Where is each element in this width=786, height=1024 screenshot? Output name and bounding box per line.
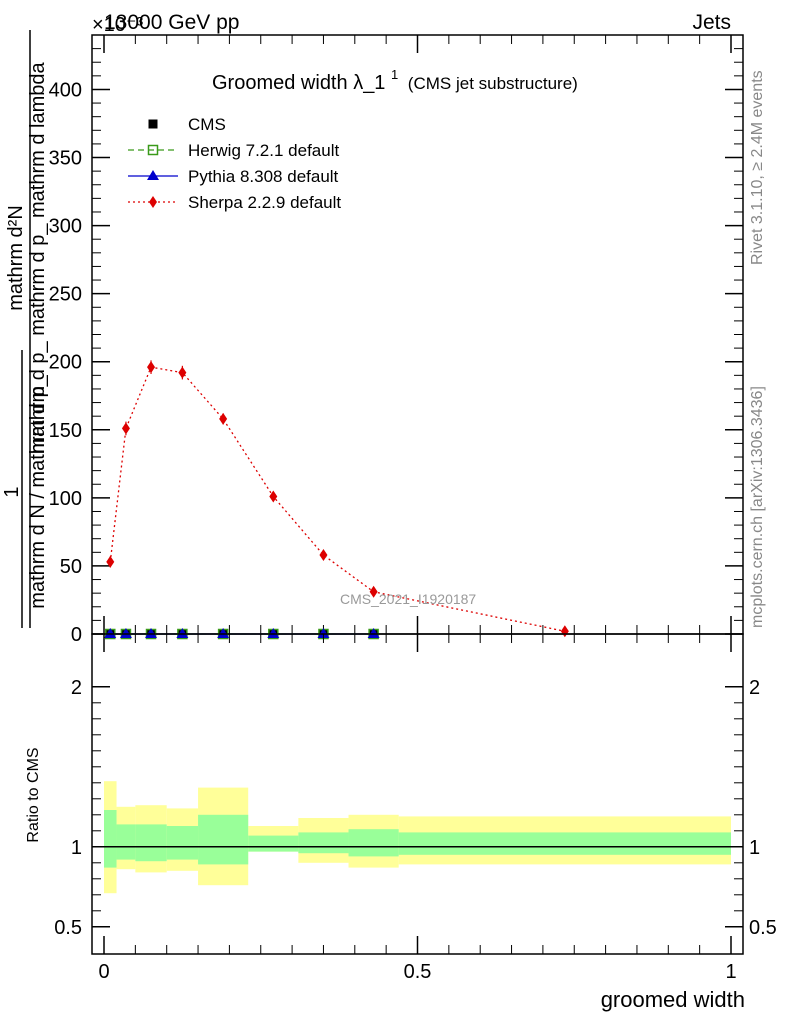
legend-marker — [147, 170, 159, 180]
y-tick-label: 250 — [49, 284, 82, 306]
ratio-band-inner — [298, 832, 349, 854]
y-tick-label: 350 — [49, 148, 82, 170]
y-tick-label: 100 — [49, 488, 82, 510]
legend-label: Herwig 7.2.1 default — [188, 141, 339, 160]
title-symbol: λ_1 — [353, 72, 385, 94]
ratio-band-inner — [135, 824, 167, 862]
ylabel-denominator: mathrm d p_ mathrm d p_ mathrm d lambda — [27, 61, 49, 453]
main-y-axis-label: mathrm d²N mathrm d p_ mathrm d p_ mathr… — [1, 30, 49, 628]
data-point — [369, 585, 378, 598]
analysis-watermark: CMS_2021_I1920187 — [340, 591, 476, 607]
ratio-y-tick-label: 2 — [71, 677, 82, 699]
data-point — [367, 628, 380, 638]
rivet-label: Rivet 3.1.10, ≥ 2.4M events — [749, 70, 766, 265]
data-point — [269, 490, 278, 503]
data-point — [317, 628, 330, 638]
ratio-band-inner — [348, 829, 399, 857]
ratio-bands — [104, 781, 731, 894]
ratio-y-tick-label-right: 0.5 — [749, 917, 777, 939]
ratio-band-inner — [166, 826, 199, 860]
title-sup: 1 — [391, 67, 398, 82]
ratio-band-inner — [104, 810, 117, 868]
ratio-band-inner — [116, 824, 136, 860]
ratio-y-axis-label: Ratio to CMS — [25, 747, 42, 842]
legend-marker — [148, 119, 158, 129]
ratio-band-inner — [198, 814, 249, 865]
x-tick-label: 1 — [725, 961, 736, 983]
legend-label: Pythia 8.308 default — [188, 167, 339, 186]
ylabel-fraction-bottom: mathrm d N / mathrm d p_ — [27, 374, 49, 608]
ratio-y-tick-label-right: 2 — [749, 677, 760, 699]
x-tick-label: 0.5 — [404, 961, 432, 983]
ylabel-numerator: mathrm d²N — [5, 205, 27, 311]
data-point — [219, 412, 228, 425]
ratio-y-ticks: 0.5 0.5 1 1 2 2 — [54, 677, 777, 939]
data-point — [319, 549, 328, 562]
data-point — [560, 625, 569, 638]
data-point — [106, 555, 115, 568]
y-tick-label: 50 — [60, 556, 82, 578]
y-exponent-label: ×10⁻³ — [92, 14, 143, 36]
energy-label: 13000 GeV pp — [104, 11, 239, 34]
y-tick-label: 0 — [71, 624, 82, 646]
x-tick-label: 0 — [98, 961, 109, 983]
data-point — [176, 628, 189, 638]
ratio-band-inner — [398, 832, 731, 855]
ylabel-fraction-top: 1 — [1, 486, 23, 497]
category-label: Jets — [692, 11, 731, 34]
mcplots-label: mcplots.cern.ch [arXiv:1306.3436] — [749, 386, 766, 628]
ratio-y-tick-label-right: 1 — [749, 837, 760, 859]
ratio-x-ticks: 0 0.5 1 — [98, 634, 737, 983]
data-point — [121, 422, 130, 435]
legend-marker — [149, 196, 157, 208]
y-tick-label: 300 — [49, 216, 82, 238]
y-tick-label: 200 — [49, 352, 82, 374]
plot-title: Groomed width λ_1 1 (CMS jet substructur… — [212, 62, 578, 94]
title-sub: (CMS jet substructure) — [408, 74, 578, 93]
data-point — [119, 628, 132, 638]
data-point — [104, 628, 117, 638]
main-y-ticks: 0 50 100 150 200 250 300 350 400 — [49, 34, 743, 646]
x-axis-label: groomed width — [601, 987, 745, 1012]
title-main: Groomed width — [212, 72, 348, 94]
main-series-markers — [104, 360, 569, 640]
ratio-band-inner — [248, 835, 299, 852]
data-point — [267, 628, 280, 638]
data-point — [178, 366, 187, 379]
legend: CMS Herwig 7.2.1 default Pythia 8.308 defa… — [128, 115, 341, 212]
ratio-plot-frame — [91, 633, 744, 955]
legend-label: Sherpa 2.2.9 default — [188, 193, 341, 212]
y-tick-label: 150 — [49, 420, 82, 442]
data-point — [217, 628, 230, 638]
y-tick-label: 400 — [49, 79, 82, 101]
ratio-plot: 0.5 0.51 12 2 0 0.5 1 — [54, 633, 777, 983]
data-point — [147, 361, 156, 374]
legend-label: CMS — [188, 115, 226, 134]
ratio-y-tick-label: 1 — [71, 837, 82, 859]
main-series-lines — [109, 366, 565, 635]
data-point — [145, 628, 158, 638]
legend-marker — [147, 144, 159, 156]
series-line — [109, 366, 565, 632]
ratio-y-tick-label: 0.5 — [54, 917, 82, 939]
